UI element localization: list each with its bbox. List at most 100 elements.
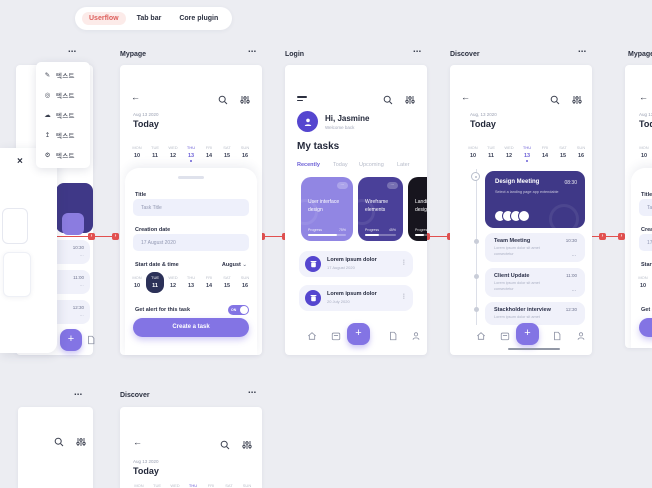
calendar-day[interactable]: THU 13	[186, 275, 196, 289]
calendar-day-selected[interactable]: THU 13	[182, 145, 200, 162]
create-task-button[interactable]: Create a task	[133, 318, 249, 337]
calendar-day[interactable]: SUN	[242, 483, 252, 488]
frame-login[interactable]: Hi, Jasmine Welcome back My tasks Recent…	[285, 65, 427, 355]
month-select[interactable]: August ⌄	[221, 262, 247, 268]
profile-icon[interactable]	[411, 331, 421, 341]
frame-title-mypage[interactable]: Mypage	[120, 51, 147, 58]
calendar-day-selected[interactable]: THU	[184, 483, 202, 488]
calendar-day[interactable]: FRI	[207, 483, 215, 488]
frame-menu-icon[interactable]: ⋯	[74, 390, 83, 399]
calendar-day[interactable]: TUE	[153, 483, 161, 488]
tab-later[interactable]: Later	[397, 162, 410, 168]
home-icon[interactable]	[307, 331, 317, 341]
calendar-day[interactable]: FRI 14	[205, 275, 213, 289]
more-icon[interactable]: ⋯	[79, 253, 84, 258]
add-task-button[interactable]: +	[347, 323, 370, 345]
menu-item[interactable]: ↥ 텍스트	[44, 132, 75, 140]
frame-menu-icon[interactable]: ⋯	[413, 47, 422, 56]
calendar-day[interactable]: WED 12	[168, 145, 178, 159]
profile-icon[interactable]	[576, 331, 586, 341]
menu-item[interactable]: ⚙ 텍스트	[44, 152, 75, 160]
tab-core-plugin[interactable]: Core plugin	[179, 15, 219, 22]
calendar-day[interactable]: FRI 14	[541, 145, 549, 159]
document-icon[interactable]	[552, 331, 562, 341]
calendar-day[interactable]: WED 12	[504, 145, 514, 159]
tab-recently[interactable]: Recently	[297, 162, 320, 168]
more-icon[interactable]: ⋯	[571, 253, 577, 259]
menu-item[interactable]: ◎ 텍스트	[44, 92, 75, 100]
filter-icon[interactable]	[242, 440, 252, 450]
add-task-button[interactable]: +	[516, 323, 539, 345]
calendar-icon[interactable]	[500, 331, 510, 341]
calendar-day[interactable]: SUN 16	[240, 145, 250, 159]
frame-discover[interactable]: ← Aug, 13 2020 Today MON 10 TUE 11 WED 12 T…	[450, 65, 592, 355]
filter-icon[interactable]	[76, 437, 86, 447]
creation-date-input[interactable]: 17 August 2020	[639, 234, 652, 251]
calendar-day[interactable]: FRI 14	[205, 145, 213, 159]
event-card[interactable]: Client Update 11:00 Lorem ipsum dolor si…	[485, 268, 585, 297]
calendar-day[interactable]: MON	[134, 483, 144, 488]
calendar-day[interactable]: MON 10	[132, 275, 142, 289]
frame-mypage[interactable]: ← Aug 13 2020 Today MON 10 TUE 11 WED 12 TH…	[120, 65, 262, 355]
frame-menu-icon[interactable]: ⋯	[578, 47, 587, 56]
connector-node-icon[interactable]: ›	[618, 233, 625, 240]
frame-menu-icon[interactable]: ⋯	[248, 47, 257, 56]
search-icon[interactable]	[218, 95, 228, 105]
frame-title-mypage-2[interactable]: Mypage	[628, 51, 652, 58]
connector-node-icon[interactable]: ›	[599, 233, 606, 240]
calendar-day[interactable]: SUN 16	[576, 145, 586, 159]
add-button[interactable]: +	[60, 329, 82, 351]
frame-title-discover-2[interactable]: Discover	[120, 392, 150, 399]
task-list-item[interactable]: Lorem ipsum dolor 17 August 2020 ⋮	[299, 251, 413, 277]
back-icon[interactable]: ←	[133, 437, 142, 447]
create-task-button[interactable]	[639, 318, 652, 337]
input-fragment[interactable]	[3, 252, 31, 297]
kebab-icon[interactable]: ⋮	[401, 294, 407, 300]
calendar-day[interactable]: SAT	[225, 483, 233, 488]
project-card[interactable]: ··· User interface design Progress 75%	[301, 177, 353, 241]
filter-icon[interactable]	[240, 95, 250, 105]
event-card[interactable]: Team Meeting 10:30 Lorem ipsum dolor sit…	[485, 233, 585, 262]
more-icon[interactable]: ⋯	[79, 313, 84, 318]
frame-title-login[interactable]: Login	[285, 51, 305, 58]
calendar-day-selected[interactable]: TUE 11	[146, 272, 164, 293]
calendar-day-selected[interactable]: THU 13	[518, 145, 536, 162]
calendar-day[interactable]: SAT 15	[223, 145, 231, 159]
more-icon[interactable]: ⋯	[79, 283, 84, 288]
alert-toggle[interactable]: ON	[228, 305, 249, 315]
calendar-day[interactable]: SAT 15	[223, 275, 231, 289]
tab-userflow[interactable]: Userflow	[82, 12, 126, 25]
event-card[interactable]: Stackholder interview 12:30 Lorem ipsum …	[485, 302, 585, 325]
calendar-day[interactable]: SUN 16	[240, 275, 250, 289]
menu-item[interactable]: ☁ 텍스트	[44, 112, 75, 120]
back-icon[interactable]: ←	[461, 92, 470, 102]
tab-tab-bar[interactable]: Tab bar	[136, 15, 162, 22]
tab-upcoming[interactable]: Upcoming	[359, 162, 384, 168]
calendar-icon[interactable]	[331, 331, 341, 341]
drag-handle[interactable]	[178, 176, 204, 179]
menu-icon[interactable]	[297, 96, 307, 101]
input-fragment[interactable]	[2, 208, 28, 244]
frame-menu-icon[interactable]: ⋯	[68, 47, 77, 56]
project-card[interactable]: ··· Wireframe elements Progress 45%	[358, 177, 403, 241]
connector-node-icon[interactable]: ›	[112, 233, 119, 240]
calendar-day[interactable]: MON 10	[638, 275, 648, 289]
calendar-day[interactable]: WED	[170, 483, 180, 488]
menu-item[interactable]: ✎ 텍스트	[44, 72, 75, 80]
more-icon[interactable]: ⋯	[571, 288, 577, 294]
home-icon[interactable]	[476, 331, 486, 341]
filter-icon[interactable]	[405, 95, 415, 105]
creation-date-input[interactable]: 17 August 2020	[133, 234, 249, 251]
search-icon[interactable]	[54, 437, 64, 447]
frame-menu-icon[interactable]: ⋯	[248, 388, 257, 397]
tab-today[interactable]: Today	[333, 162, 348, 168]
featured-event-card[interactable]: Design Meeting 08:30 Select a landing pa…	[485, 171, 585, 228]
calendar-day[interactable]: TUE 11	[487, 145, 495, 159]
calendar-day[interactable]: MON 10	[468, 145, 478, 159]
document-icon[interactable]	[388, 331, 398, 341]
back-icon[interactable]: ←	[639, 92, 648, 102]
task-title-input[interactable]: Task Title	[639, 199, 652, 216]
document-icon[interactable]	[86, 335, 96, 345]
task-list-item[interactable]: Lorem ipsum dolor 20 July 2020 ⋮	[299, 285, 413, 311]
